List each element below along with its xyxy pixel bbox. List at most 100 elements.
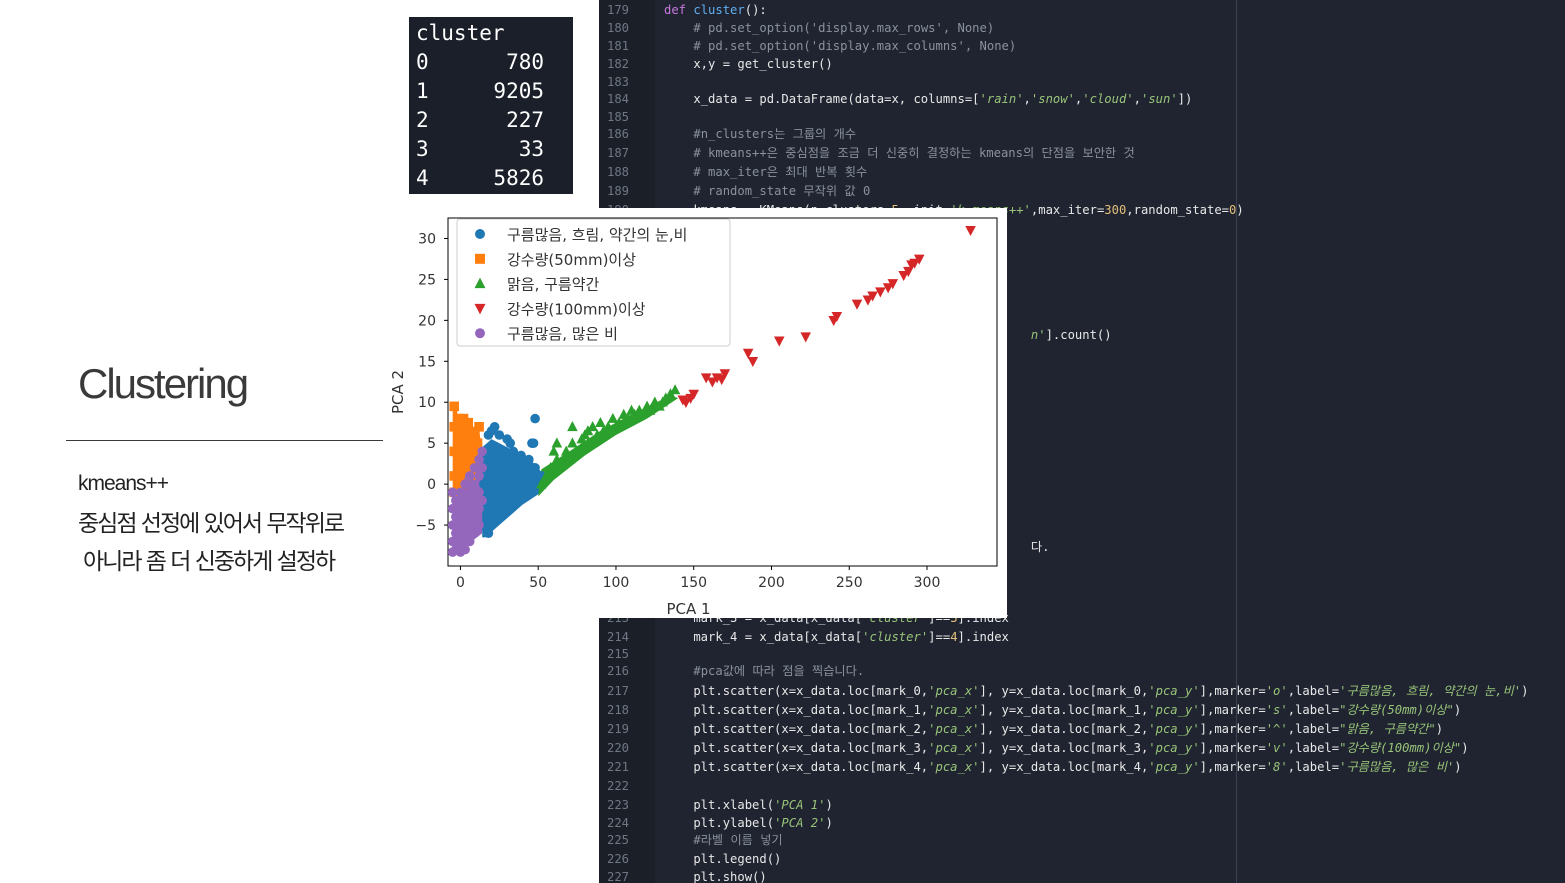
legend-label: 맑음, 구름약간 (507, 276, 600, 294)
data-point (551, 437, 563, 448)
data-point (505, 503, 516, 514)
legend-marker (475, 253, 485, 264)
line-number: 217 (606, 684, 629, 698)
code-line[interactable]: 220 plt.scatter(x=x_data.loc[mark_3,'pca… (599, 739, 1469, 757)
data-point (669, 384, 681, 395)
code-line[interactable]: 218 plt.scatter(x=x_data.loc[mark_1,'pca… (599, 701, 1461, 719)
code-line[interactable]: 182 x,y = get_cluster() (599, 55, 833, 73)
code-text: #n_clusters는 그룹의 개수 (693, 127, 857, 141)
code-line[interactable]: 189 # random_state 무작위 값 0 (599, 182, 870, 200)
data-point (530, 413, 540, 424)
code-line[interactable]: 214 mark_4 = x_data[x_data['cluster']==4… (599, 628, 1009, 646)
code-line[interactable]: 223 plt.xlabel('PCA 1') (599, 796, 833, 814)
line-number: 214 (606, 630, 629, 644)
data-point (875, 287, 886, 298)
data-point (492, 462, 503, 473)
data-point (567, 421, 578, 432)
code-text: #pca값에 따라 점을 찍습니다. (693, 664, 865, 678)
data-point (450, 528, 461, 539)
legend-marker (475, 229, 485, 239)
data-point (450, 495, 461, 506)
cluster-count-row: 0 780 (416, 50, 566, 79)
code-line[interactable]: 226 plt.legend() (599, 850, 781, 868)
code-line[interactable]: 185 (599, 108, 629, 126)
cluster-count-row: 4 5826 (416, 166, 566, 194)
cluster-id: 3 (416, 137, 429, 161)
code-line[interactable]: 224 plt.ylabel('PCA 2') (599, 814, 833, 832)
code-text: # kmeans++은 중심점을 조금 더 신중히 결정하는 kmeans의 단… (693, 146, 1135, 160)
line-number: 188 (606, 165, 629, 179)
data-point (582, 437, 594, 448)
code-text: n'].count() (1030, 328, 1112, 342)
data-point (514, 462, 525, 473)
code-line[interactable]: 217 plt.scatter(x=x_data.loc[mark_0,'pca… (599, 682, 1529, 700)
data-point (463, 462, 474, 473)
data-point (540, 470, 552, 481)
series-v (677, 225, 976, 408)
code-line[interactable]: 216 #pca값에 따라 점을 찍습니다. (599, 662, 864, 680)
data-point (450, 512, 461, 522)
y-tick-label: 5 (427, 436, 436, 452)
code-line[interactable]: 225 #라벨 이름 넣기 (599, 831, 783, 849)
data-point (499, 487, 509, 498)
y-tick-label: 20 (418, 313, 436, 329)
data-point (477, 446, 488, 457)
code-line[interactable]: 186 #n_clusters는 그룹의 개수 (599, 125, 856, 143)
code-text: plt.show() (664, 870, 767, 883)
code-line[interactable]: 184 x_data = pd.DataFrame(data=x, column… (599, 90, 1192, 108)
code-text: x_data = pd.DataFrame(data=x, columns=['… (664, 92, 1193, 106)
cluster-id: 1 (416, 79, 429, 103)
data-point (468, 446, 478, 457)
data-point (454, 438, 464, 448)
data-point (496, 471, 506, 481)
code-editor[interactable]: 179 def cluster(): 180 # pd.set_option('di… (599, 0, 1565, 883)
code-text: plt.scatter(x=x_data.loc[mark_4,'pca_x']… (664, 760, 1462, 774)
data-point (469, 528, 480, 539)
data-point (486, 495, 497, 506)
data-point (494, 430, 505, 440)
slide-body-line-1: 중심점 선정에 있어서 무작위로 (78, 511, 345, 537)
line-number: 227 (606, 870, 629, 883)
code-line[interactable]: 222 (599, 777, 629, 795)
data-point (742, 348, 754, 359)
data-point (851, 299, 863, 310)
pca-scatter-plot: 0 50 100 150 200 250 300 −5 0 5 10 15 20 25 30 PCA 1 PCA… (383, 208, 1007, 618)
code-line[interactable]: 227 plt.show() (599, 868, 767, 883)
data-point (455, 520, 466, 530)
data-point (680, 397, 692, 408)
line-number: 222 (606, 779, 629, 793)
y-tick-label: 15 (418, 354, 436, 370)
code-line[interactable]: 215 (599, 645, 629, 663)
x-tick-label: 50 (529, 575, 547, 591)
data-point (556, 457, 567, 468)
code-line[interactable]: 219 plt.scatter(x=x_data.loc[mark_2,'pca… (599, 720, 1443, 738)
y-tick-label: 10 (418, 395, 436, 411)
code-line[interactable]: 221 plt.scatter(x=x_data.loc[mark_4,'pca… (599, 758, 1462, 776)
code-line[interactable]: 181 # pd.set_option('display.max_columns… (599, 37, 1016, 55)
data-point (965, 225, 976, 237)
y-tick-label: 25 (418, 272, 436, 288)
data-point (464, 520, 475, 530)
data-point (460, 495, 470, 506)
cluster-count: 780 (506, 50, 544, 74)
y-tick-label: −5 (415, 518, 436, 534)
code-line[interactable]: 180 # pd.set_option('display.max_rows', … (599, 19, 994, 37)
data-point (483, 528, 494, 539)
code-line[interactable]: 187 # kmeans++은 중심점을 조금 더 신중히 결정하는 kmean… (599, 144, 1135, 162)
data-point (906, 260, 917, 271)
code-line[interactable]: 179 def cluster(): (599, 1, 767, 19)
data-point (460, 544, 470, 555)
data-point (882, 283, 894, 294)
cluster-id: 2 (416, 108, 429, 132)
code-line[interactable]: 188 # max_iter은 최대 반복 횟수 (599, 163, 867, 181)
x-tick-label: 150 (680, 575, 707, 591)
data-point (688, 389, 700, 400)
code-text: plt.scatter(x=x_data.loc[mark_3,'pca_x']… (664, 741, 1469, 755)
data-point (613, 416, 625, 428)
code-line[interactable]: 183 (599, 73, 629, 91)
data-point (831, 311, 843, 323)
data-point (602, 421, 614, 432)
series-^ (536, 384, 681, 489)
line-number: 180 (606, 21, 629, 35)
line-number: 218 (606, 703, 629, 717)
